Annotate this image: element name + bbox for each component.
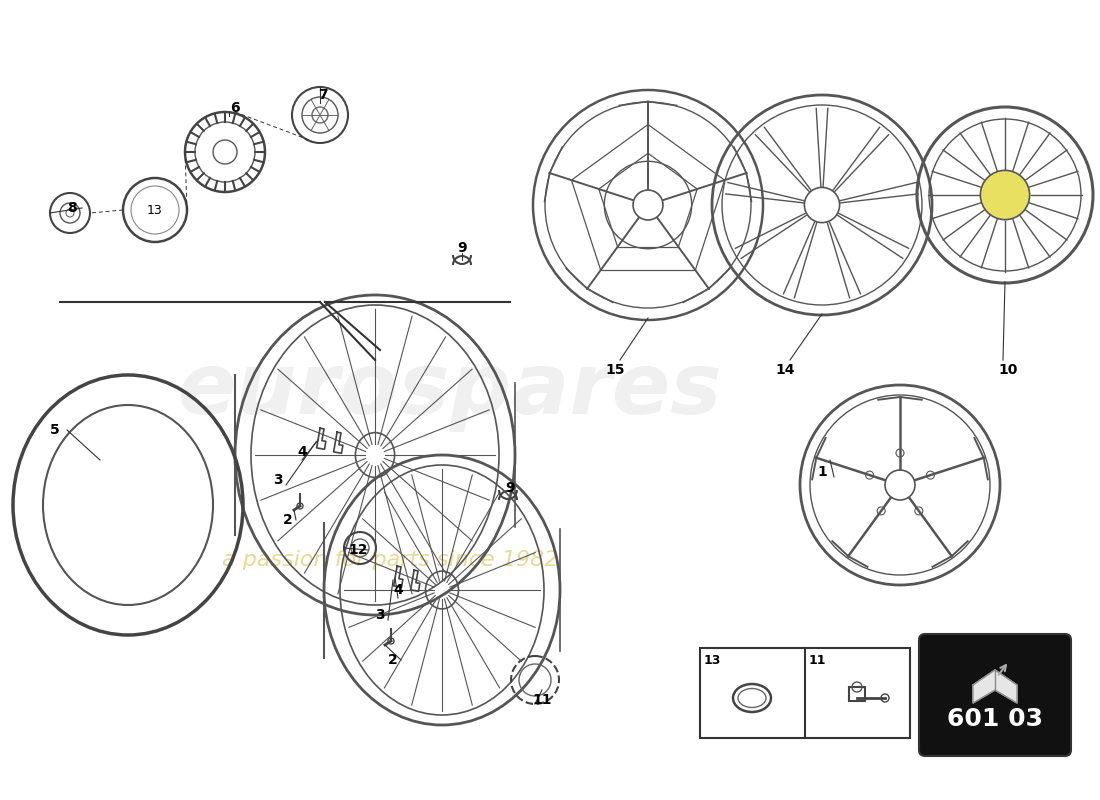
Text: 3: 3: [375, 608, 385, 622]
Text: 13: 13: [147, 203, 163, 217]
Text: 9: 9: [458, 241, 466, 255]
Text: 4: 4: [393, 583, 403, 597]
Bar: [700, 648, 910, 738]
Text: 3: 3: [273, 473, 283, 487]
FancyBboxPatch shape: [918, 634, 1071, 756]
Text: 15: 15: [605, 363, 625, 377]
Text: a passion for parts since 1982: a passion for parts since 1982: [222, 550, 558, 570]
Text: 14: 14: [776, 363, 794, 377]
Bar: [849, 687, 865, 701]
Text: 7: 7: [318, 88, 328, 102]
Text: 4: 4: [297, 445, 307, 459]
Text: 10: 10: [999, 363, 1018, 377]
Text: 1: 1: [817, 465, 827, 479]
Text: 5: 5: [51, 423, 59, 437]
Text: 601 03: 601 03: [947, 707, 1043, 731]
Text: 11: 11: [808, 654, 826, 666]
Circle shape: [980, 170, 1030, 220]
Text: 11: 11: [532, 693, 552, 707]
Text: 6: 6: [230, 101, 240, 115]
Text: 8: 8: [67, 201, 77, 215]
Text: 2: 2: [283, 513, 293, 527]
Text: eurospares: eurospares: [178, 349, 723, 431]
Text: 12: 12: [349, 543, 367, 557]
Polygon shape: [974, 670, 1018, 703]
Text: 9: 9: [505, 481, 515, 495]
Text: 13: 13: [703, 654, 720, 666]
Text: 2: 2: [388, 653, 398, 667]
